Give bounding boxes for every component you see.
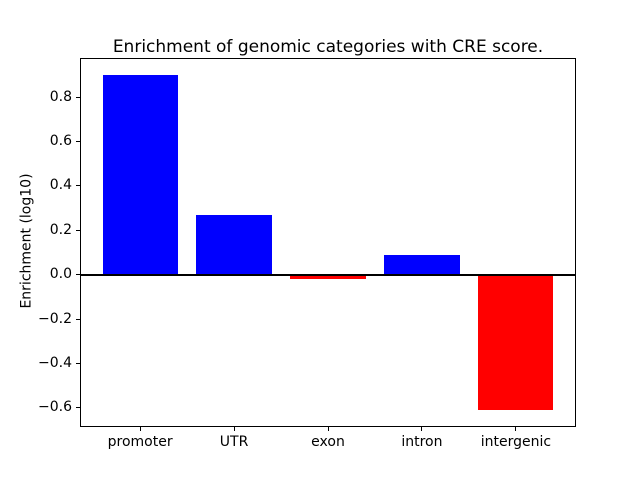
y-tick-mark [76,407,80,409]
x-tick-mark [515,427,517,431]
bar-intergenic [478,274,554,411]
x-tick-label: intron [401,434,443,450]
y-tick-label: −0.6 [38,399,72,416]
y-tick-mark [76,229,80,231]
y-tick-mark [76,318,80,320]
x-tick-label: intergenic [480,434,552,450]
y-tick-label: 0.8 [49,88,72,105]
x-tick-label: UTR [219,434,249,450]
y-tick-label: 0.0 [49,266,72,283]
bar-promoter [102,74,178,275]
x-tick-mark [139,427,141,431]
y-tick-label: 0.4 [49,177,72,194]
y-tick-label: −0.2 [38,310,72,327]
bar-UTR [196,214,272,275]
y-tick-label: −0.4 [38,355,72,371]
x-tick-label: exon [311,434,345,450]
y-tick-mark [76,274,80,276]
chart-title: Enrichment of genomic categories with CR… [112,37,544,57]
y-tick-label: 0.2 [49,221,72,238]
y-tick-mark [76,96,80,98]
x-tick-mark [233,427,235,431]
bar-intron [384,254,460,275]
x-tick-label: promoter [107,434,173,450]
y-tick-mark [76,185,80,187]
y-tick-label: 0.6 [49,132,72,149]
x-tick-mark [327,427,329,431]
x-tick-mark [421,427,423,431]
zero-line [80,273,576,276]
y-tick-mark [76,363,80,364]
bar-exon [290,274,366,280]
y-tick-mark [76,140,80,142]
